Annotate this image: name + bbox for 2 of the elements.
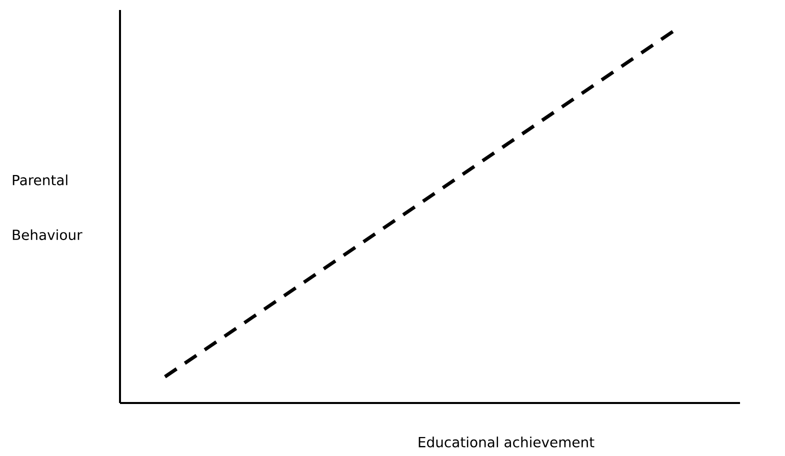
- x-axis-title: Educational achievement: [418, 436, 594, 448]
- text: Parental Behaviour: [12, 174, 82, 240]
